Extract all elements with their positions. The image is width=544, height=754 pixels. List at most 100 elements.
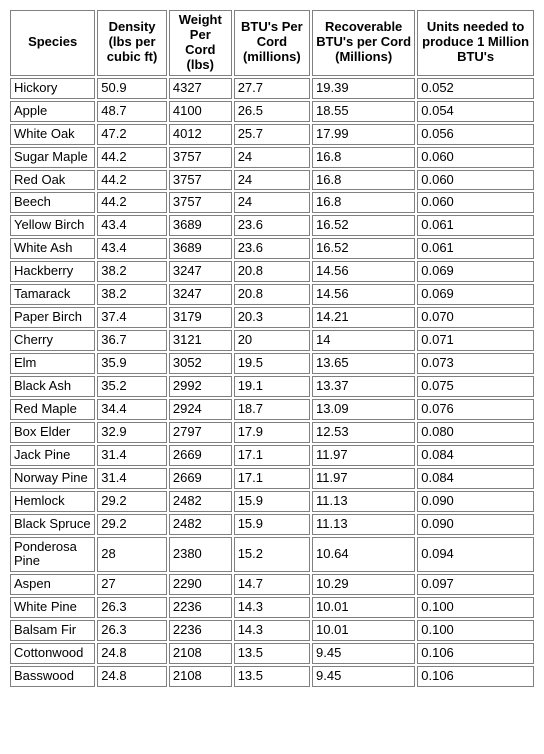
table-row: Jack Pine31.4266917.111.970.084	[10, 445, 534, 466]
cell-value: 4100	[169, 101, 232, 122]
cell-value: 3689	[169, 238, 232, 259]
cell-value: 24.8	[97, 643, 167, 664]
cell-value: 16.52	[312, 238, 415, 259]
col-header-weight: Weight Per Cord (lbs)	[169, 10, 232, 76]
cell-value: 2992	[169, 376, 232, 397]
cell-value: 0.069	[417, 284, 534, 305]
cell-value: 0.075	[417, 376, 534, 397]
cell-value: 0.076	[417, 399, 534, 420]
cell-value: 4327	[169, 78, 232, 99]
cell-value: 23.6	[234, 238, 310, 259]
cell-value: 16.52	[312, 215, 415, 236]
cell-value: 28	[97, 537, 167, 573]
cell-value: 23.6	[234, 215, 310, 236]
table-row: Basswood24.8210813.59.450.106	[10, 666, 534, 687]
cell-value: 14	[312, 330, 415, 351]
cell-value: 2482	[169, 514, 232, 535]
table-row: Tamarack38.2324720.814.560.069	[10, 284, 534, 305]
cell-species: White Ash	[10, 238, 95, 259]
cell-value: 0.070	[417, 307, 534, 328]
cell-value: 18.55	[312, 101, 415, 122]
cell-value: 0.106	[417, 643, 534, 664]
cell-value: 2380	[169, 537, 232, 573]
cell-value: 15.2	[234, 537, 310, 573]
cell-species: Red Maple	[10, 399, 95, 420]
cell-species: Black Spruce	[10, 514, 95, 535]
cell-value: 38.2	[97, 284, 167, 305]
cell-value: 20.8	[234, 284, 310, 305]
cell-value: 0.090	[417, 491, 534, 512]
cell-value: 0.094	[417, 537, 534, 573]
cell-species: Apple	[10, 101, 95, 122]
table-row: Hemlock29.2248215.911.130.090	[10, 491, 534, 512]
cell-value: 14.56	[312, 261, 415, 282]
cell-value: 13.65	[312, 353, 415, 374]
cell-value: 11.97	[312, 445, 415, 466]
cell-value: 0.084	[417, 468, 534, 489]
cell-value: 37.4	[97, 307, 167, 328]
cell-value: 27	[97, 574, 167, 595]
cell-value: 2669	[169, 468, 232, 489]
cell-value: 50.9	[97, 78, 167, 99]
cell-value: 9.45	[312, 666, 415, 687]
col-header-units: Units needed to produce 1 Million BTU's	[417, 10, 534, 76]
cell-value: 36.7	[97, 330, 167, 351]
table-row: Hickory50.9432727.719.390.052	[10, 78, 534, 99]
cell-value: 44.2	[97, 192, 167, 213]
cell-value: 16.8	[312, 192, 415, 213]
cell-value: 13.37	[312, 376, 415, 397]
cell-value: 13.09	[312, 399, 415, 420]
cell-value: 24	[234, 147, 310, 168]
cell-value: 10.01	[312, 620, 415, 641]
cell-value: 2290	[169, 574, 232, 595]
table-row: Beech44.237572416.80.060	[10, 192, 534, 213]
cell-species: Balsam Fir	[10, 620, 95, 641]
cell-species: Jack Pine	[10, 445, 95, 466]
cell-value: 16.8	[312, 170, 415, 191]
cell-value: 19.5	[234, 353, 310, 374]
cell-species: Tamarack	[10, 284, 95, 305]
cell-species: Yellow Birch	[10, 215, 95, 236]
cell-value: 10.64	[312, 537, 415, 573]
cell-value: 0.100	[417, 620, 534, 641]
col-header-species: Species	[10, 10, 95, 76]
table-row: Red Maple34.4292418.713.090.076	[10, 399, 534, 420]
cell-species: Hackberry	[10, 261, 95, 282]
cell-value: 29.2	[97, 514, 167, 535]
cell-value: 2669	[169, 445, 232, 466]
table-row: Apple48.7410026.518.550.054	[10, 101, 534, 122]
cell-value: 17.9	[234, 422, 310, 443]
table-row: Sugar Maple44.237572416.80.060	[10, 147, 534, 168]
cell-value: 29.2	[97, 491, 167, 512]
cell-value: 9.45	[312, 643, 415, 664]
cell-value: 0.080	[417, 422, 534, 443]
table-row: Cottonwood24.8210813.59.450.106	[10, 643, 534, 664]
cell-value: 12.53	[312, 422, 415, 443]
cell-value: 0.106	[417, 666, 534, 687]
table-row: White Ash43.4368923.616.520.061	[10, 238, 534, 259]
cell-value: 44.2	[97, 170, 167, 191]
cell-value: 3052	[169, 353, 232, 374]
cell-species: Black Ash	[10, 376, 95, 397]
cell-value: 14.3	[234, 597, 310, 618]
cell-species: Cottonwood	[10, 643, 95, 664]
table-row: Box Elder32.9279717.912.530.080	[10, 422, 534, 443]
cell-value: 26.5	[234, 101, 310, 122]
cell-value: 3689	[169, 215, 232, 236]
cell-species: Hickory	[10, 78, 95, 99]
cell-value: 44.2	[97, 147, 167, 168]
cell-value: 2108	[169, 666, 232, 687]
cell-value: 2108	[169, 643, 232, 664]
table-row: Balsam Fir26.3223614.310.010.100	[10, 620, 534, 641]
cell-value: 0.060	[417, 192, 534, 213]
cell-value: 0.097	[417, 574, 534, 595]
cell-value: 0.100	[417, 597, 534, 618]
cell-value: 15.9	[234, 491, 310, 512]
cell-value: 0.073	[417, 353, 534, 374]
cell-value: 11.13	[312, 514, 415, 535]
cell-value: 48.7	[97, 101, 167, 122]
cell-value: 32.9	[97, 422, 167, 443]
cell-species: Elm	[10, 353, 95, 374]
cell-value: 3179	[169, 307, 232, 328]
cell-value: 47.2	[97, 124, 167, 145]
